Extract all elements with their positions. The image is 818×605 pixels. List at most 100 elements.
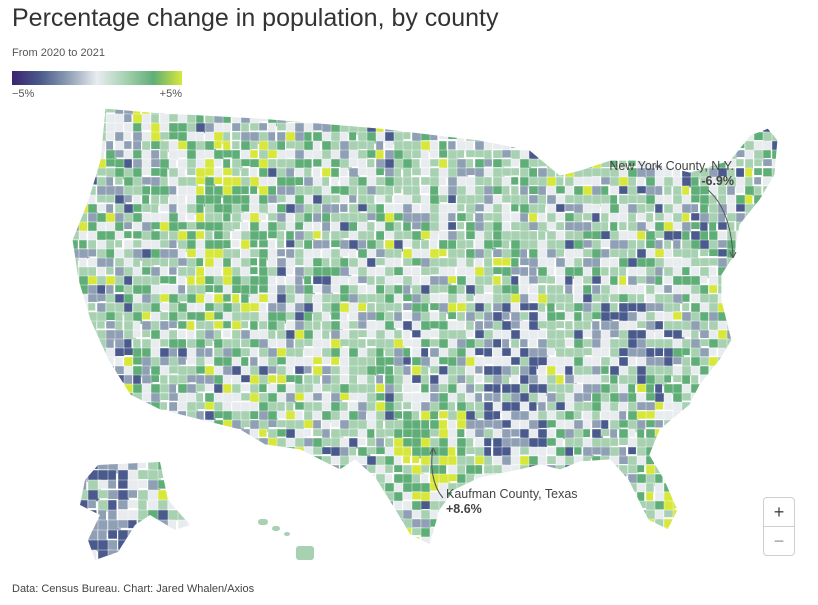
county bbox=[600, 509, 611, 522]
county bbox=[366, 266, 376, 277]
county bbox=[321, 500, 331, 510]
county bbox=[213, 108, 225, 115]
county bbox=[438, 311, 447, 322]
county bbox=[87, 338, 97, 349]
county bbox=[735, 473, 749, 486]
us-county-map[interactable] bbox=[0, 100, 818, 580]
county bbox=[195, 509, 206, 519]
county bbox=[537, 108, 548, 115]
county bbox=[204, 284, 214, 293]
county bbox=[582, 293, 593, 303]
county bbox=[402, 176, 412, 187]
county bbox=[510, 176, 519, 186]
county bbox=[564, 320, 574, 330]
county bbox=[546, 221, 557, 231]
county bbox=[537, 428, 548, 439]
county bbox=[117, 499, 129, 510]
county bbox=[348, 536, 361, 545]
county bbox=[753, 311, 766, 322]
county bbox=[519, 338, 528, 348]
county bbox=[87, 499, 97, 509]
county bbox=[735, 536, 744, 545]
county bbox=[123, 194, 133, 203]
county bbox=[114, 257, 126, 268]
county bbox=[618, 257, 630, 268]
county bbox=[744, 500, 753, 511]
county bbox=[555, 108, 565, 118]
county bbox=[430, 546, 438, 556]
county bbox=[546, 293, 557, 305]
county bbox=[438, 194, 448, 203]
county bbox=[699, 284, 709, 295]
county bbox=[72, 203, 82, 216]
county bbox=[213, 122, 224, 133]
county bbox=[762, 266, 776, 276]
county bbox=[528, 113, 540, 124]
county bbox=[159, 428, 171, 439]
county bbox=[754, 546, 763, 558]
county bbox=[672, 446, 685, 456]
county bbox=[258, 500, 268, 511]
county bbox=[213, 527, 226, 539]
county bbox=[654, 140, 667, 150]
county bbox=[195, 302, 205, 314]
county bbox=[753, 410, 764, 422]
county bbox=[159, 536, 171, 545]
county bbox=[87, 383, 100, 395]
county bbox=[781, 456, 789, 468]
county bbox=[213, 509, 223, 523]
zoom-in-button[interactable]: + bbox=[773, 501, 785, 522]
county bbox=[501, 311, 510, 321]
county bbox=[744, 482, 757, 494]
county bbox=[591, 536, 600, 545]
county bbox=[537, 410, 549, 421]
hawaii-counties bbox=[258, 519, 314, 560]
county bbox=[726, 464, 736, 475]
county bbox=[339, 230, 350, 239]
county bbox=[519, 140, 528, 149]
county bbox=[420, 113, 430, 123]
county bbox=[72, 428, 78, 438]
county bbox=[303, 500, 312, 511]
county bbox=[447, 293, 459, 304]
county bbox=[177, 275, 186, 285]
county bbox=[276, 446, 285, 459]
county bbox=[87, 347, 97, 358]
county bbox=[303, 374, 314, 385]
county bbox=[366, 356, 376, 367]
county bbox=[285, 248, 295, 260]
county bbox=[195, 410, 205, 424]
county bbox=[160, 546, 170, 557]
county bbox=[582, 500, 595, 510]
county bbox=[744, 284, 755, 293]
county bbox=[240, 455, 252, 467]
county bbox=[781, 321, 789, 329]
county bbox=[402, 356, 412, 366]
county bbox=[87, 365, 98, 379]
county bbox=[663, 536, 676, 545]
county bbox=[429, 410, 439, 420]
county bbox=[267, 536, 280, 545]
county bbox=[72, 446, 83, 457]
county bbox=[330, 356, 340, 366]
county bbox=[510, 356, 521, 366]
county bbox=[456, 446, 466, 458]
county bbox=[348, 108, 359, 113]
county bbox=[573, 527, 585, 537]
county bbox=[213, 212, 223, 223]
county bbox=[366, 500, 377, 509]
county bbox=[781, 285, 793, 296]
county bbox=[366, 509, 377, 518]
county bbox=[420, 410, 432, 422]
county bbox=[546, 311, 557, 323]
county bbox=[555, 518, 564, 528]
county bbox=[137, 549, 147, 560]
county bbox=[159, 446, 168, 458]
county bbox=[447, 311, 457, 320]
county bbox=[330, 500, 342, 510]
county bbox=[744, 365, 754, 377]
county bbox=[375, 527, 386, 540]
zoom-out-button[interactable]: − bbox=[764, 526, 794, 555]
county bbox=[141, 329, 151, 338]
county bbox=[105, 221, 116, 233]
